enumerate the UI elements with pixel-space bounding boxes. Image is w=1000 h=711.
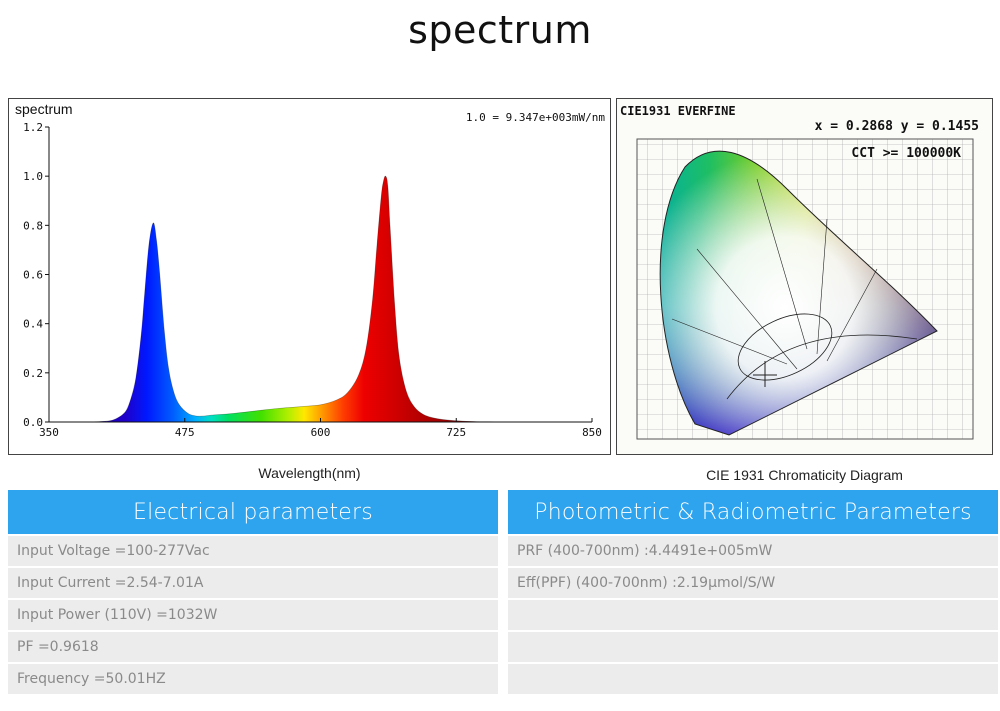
y-tick-label: 0.8 <box>23 219 43 232</box>
photometric-row-empty <box>508 664 998 694</box>
y-tick-label: 0.2 <box>23 367 43 380</box>
y-tick-group: 0.0 0.2 0.4 0.6 0.8 1.0 1.2 <box>23 121 49 429</box>
cie-cct: CCT >= 100000K <box>851 146 961 161</box>
spectrum-series-line <box>49 175 592 423</box>
x-tick-label: 475 <box>175 426 195 439</box>
photometric-row-prf: PRF (400-700nm) :4.4491e+005mW <box>508 536 998 566</box>
y-tick-label: 0.6 <box>23 269 43 282</box>
electrical-row-frequency: Frequency =50.01HZ <box>8 664 498 694</box>
y-tick-label: 1.0 <box>23 170 43 183</box>
spectrum-caption: Wavelength(nm) <box>258 465 361 481</box>
electrical-parameters-header: Electrical parameters <box>8 490 498 534</box>
y-tick-label: 0.4 <box>23 318 43 331</box>
electrical-row-input-power: Input Power (110V) =1032W <box>8 600 498 630</box>
photometric-row-efficiency: Eff(PPF) (400-700nm) :2.19μmol/S/W <box>508 568 998 598</box>
y-tick-label: 1.2 <box>23 121 43 134</box>
x-tick-label: 725 <box>446 426 466 439</box>
photometric-parameters-panel: Photometric & Radiometric Parameters PRF… <box>508 490 998 694</box>
scale-note: 1.0 = 9.347e+003mW/nm <box>466 111 605 124</box>
electrical-row-pf: PF =0.9618 <box>8 632 498 662</box>
x-tick-label: 600 <box>311 426 331 439</box>
electrical-parameters-panel: Electrical parameters Input Voltage =100… <box>8 490 498 694</box>
cie-gamut <box>659 150 938 436</box>
spectrum-chart: spectrum 1.0 = 9.347e+003mW/nm 0.0 0.2 0.4… <box>8 98 611 455</box>
cie-caption: CIE 1931 Chromaticity Diagram <box>706 467 903 483</box>
y-tick-label: 0.0 <box>23 416 43 429</box>
photometric-row-empty <box>508 600 998 630</box>
x-tick-label: 350 <box>39 426 59 439</box>
x-tick-label: 850 <box>582 426 602 439</box>
spectrum-area <box>49 176 592 422</box>
cie-grid-border <box>636 138 974 440</box>
cie-coordinates: x = 0.2868 y = 0.1455 <box>815 119 979 134</box>
x-tick-group: 350 475 600 725 850 <box>39 418 602 439</box>
electrical-row-input-voltage: Input Voltage =100-277Vac <box>8 536 498 566</box>
photometric-row-empty <box>508 632 998 662</box>
electrical-row-input-current: Input Current =2.54-7.01A <box>8 568 498 598</box>
cie-diagram: CIE1931 EVERFINE x = 0.2868 y = 0.1455 C… <box>616 98 993 455</box>
cie-svg: CIE1931 EVERFINE x = 0.2868 y = 0.1455 C… <box>620 104 979 440</box>
spectrum-svg: spectrum 1.0 = 9.347e+003mW/nm 0.0 0.2 0.4… <box>15 101 605 439</box>
chart-title: spectrum <box>15 101 73 117</box>
page-title: spectrum <box>408 8 592 52</box>
cie-header: CIE1931 EVERFINE <box>620 104 736 118</box>
photometric-parameters-header: Photometric & Radiometric Parameters <box>508 490 998 534</box>
